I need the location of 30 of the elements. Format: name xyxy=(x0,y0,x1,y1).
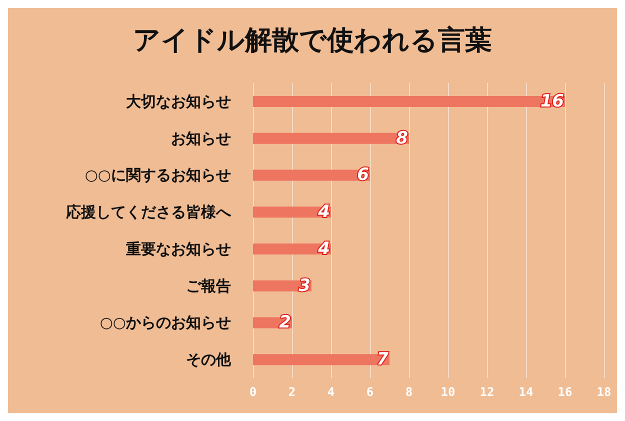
data-label: 4 xyxy=(317,238,330,259)
chart-title: アイドル解散で使われる言葉 xyxy=(133,25,492,56)
data-label: 3 xyxy=(298,276,310,296)
bar xyxy=(253,96,565,107)
data-label: 4 xyxy=(317,202,330,222)
x-tick-label: 12 xyxy=(480,385,494,399)
data-label: 2 xyxy=(279,312,291,333)
y-tick-label: その他 xyxy=(186,350,232,369)
x-tick-label: 14 xyxy=(518,385,534,399)
y-tick-label: ○○からのお知らせ xyxy=(100,314,231,332)
x-tick-label: 18 xyxy=(596,385,612,399)
x-tick-label: 10 xyxy=(440,385,456,399)
y-tick-label: お知らせ xyxy=(171,129,231,148)
x-tick-label: 2 xyxy=(288,385,296,399)
x-tick-label: 4 xyxy=(327,385,335,399)
y-tick-label: ご報告 xyxy=(186,276,231,295)
y-tick-label: 応援してくださる皆様へ xyxy=(65,203,232,222)
data-label: 8 xyxy=(396,128,408,148)
x-tick-label: 16 xyxy=(558,385,572,399)
bar xyxy=(253,132,409,144)
y-tick-label: 重要なお知らせ xyxy=(125,240,231,258)
data-label: 7 xyxy=(376,350,389,370)
y-tick-label: ○○に関するお知らせ xyxy=(84,166,231,184)
data-label: 6 xyxy=(357,165,370,186)
y-tick-label: 大切なお知らせ xyxy=(126,92,231,110)
bar xyxy=(253,354,390,366)
x-tick-label: 6 xyxy=(366,385,374,399)
x-tick-label: 8 xyxy=(405,385,413,399)
x-tick-label: 0 xyxy=(249,385,257,399)
data-label: 16 xyxy=(540,91,564,112)
